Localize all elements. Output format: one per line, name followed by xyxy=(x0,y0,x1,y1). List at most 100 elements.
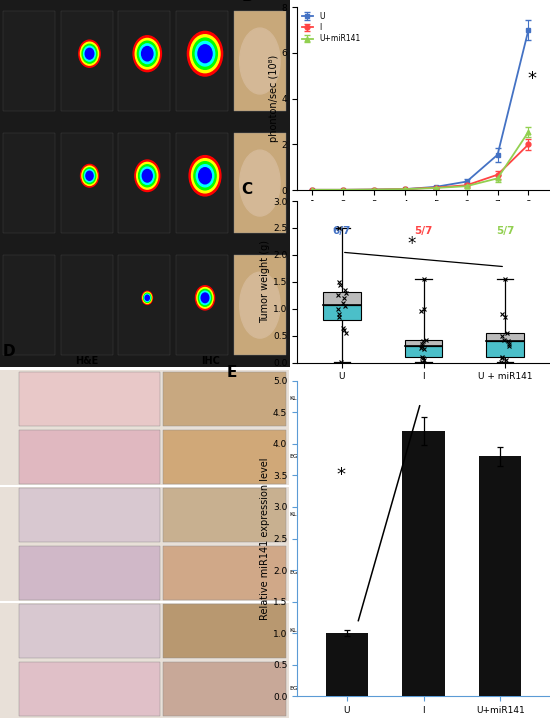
Text: EGFR: EGFR xyxy=(289,686,306,691)
Bar xyxy=(163,662,286,717)
Text: KLF8: KLF8 xyxy=(289,396,305,401)
Ellipse shape xyxy=(240,272,280,338)
Text: KLF8: KLF8 xyxy=(289,628,305,633)
Bar xyxy=(403,431,444,696)
Circle shape xyxy=(199,289,212,307)
Bar xyxy=(163,429,286,484)
Circle shape xyxy=(82,45,97,63)
Y-axis label: phonton/sec (10⁸): phonton/sec (10⁸) xyxy=(269,55,279,142)
Circle shape xyxy=(190,34,220,73)
Bar xyxy=(234,255,286,355)
Circle shape xyxy=(85,169,95,182)
Text: E: E xyxy=(226,365,236,380)
Circle shape xyxy=(145,294,150,302)
Text: H&E: H&E xyxy=(75,356,98,366)
Circle shape xyxy=(188,32,223,76)
Circle shape xyxy=(80,42,98,65)
Circle shape xyxy=(192,38,217,70)
Circle shape xyxy=(145,295,150,300)
Circle shape xyxy=(83,168,96,184)
Bar xyxy=(118,133,170,233)
Bar xyxy=(3,255,55,355)
Circle shape xyxy=(143,292,152,304)
Bar xyxy=(19,662,160,717)
Text: EGFR: EGFR xyxy=(289,570,306,575)
X-axis label: Weeks: Weeks xyxy=(408,215,439,225)
Bar xyxy=(479,457,521,696)
Bar xyxy=(486,333,524,341)
Circle shape xyxy=(199,168,211,184)
Bar xyxy=(3,133,55,233)
Circle shape xyxy=(139,164,156,187)
Text: B: B xyxy=(241,0,253,4)
Text: U: U xyxy=(306,425,312,430)
Circle shape xyxy=(140,44,155,64)
Bar xyxy=(60,255,113,355)
Circle shape xyxy=(198,45,212,62)
Circle shape xyxy=(135,160,160,192)
Bar xyxy=(19,371,160,426)
Circle shape xyxy=(191,159,218,193)
Bar xyxy=(234,11,286,111)
Circle shape xyxy=(195,286,215,310)
Bar xyxy=(60,133,113,233)
Circle shape xyxy=(86,171,93,180)
Circle shape xyxy=(138,41,157,66)
Circle shape xyxy=(142,292,152,304)
Bar xyxy=(323,304,361,320)
Circle shape xyxy=(194,162,216,190)
Bar xyxy=(19,546,160,600)
Circle shape xyxy=(197,287,213,308)
Text: *: * xyxy=(407,236,415,253)
Ellipse shape xyxy=(240,28,280,94)
Text: 5/7: 5/7 xyxy=(496,226,514,236)
Bar xyxy=(163,546,286,600)
Circle shape xyxy=(201,293,209,303)
Circle shape xyxy=(80,164,98,187)
Bar xyxy=(176,255,228,355)
Bar xyxy=(323,292,361,304)
Text: U + miR141: U + miR141 xyxy=(306,639,312,681)
Text: D: D xyxy=(3,345,15,359)
Text: *: * xyxy=(336,466,345,485)
Ellipse shape xyxy=(240,150,280,216)
Y-axis label: Tumor weight (g): Tumor weight (g) xyxy=(260,241,270,323)
Text: 5/7: 5/7 xyxy=(414,226,433,236)
Bar xyxy=(234,133,286,233)
Bar xyxy=(163,604,286,658)
Bar xyxy=(176,133,228,233)
Bar xyxy=(60,11,113,111)
Bar xyxy=(19,604,160,658)
Bar xyxy=(118,255,170,355)
Text: EGFR: EGFR xyxy=(289,454,306,460)
Bar xyxy=(118,11,170,111)
Bar xyxy=(176,11,228,111)
Text: I: I xyxy=(306,543,312,545)
Y-axis label: Relative miR141 expression level: Relative miR141 expression level xyxy=(260,457,270,620)
Bar xyxy=(405,347,442,357)
Circle shape xyxy=(85,48,94,59)
Bar xyxy=(326,633,368,696)
Circle shape xyxy=(84,46,95,61)
Circle shape xyxy=(135,39,160,69)
Circle shape xyxy=(82,166,97,185)
Bar xyxy=(19,488,160,542)
Bar xyxy=(486,341,524,357)
Circle shape xyxy=(189,156,221,196)
Circle shape xyxy=(140,167,154,185)
Legend: U, I, U+miR141: U, I, U+miR141 xyxy=(301,11,361,44)
Circle shape xyxy=(195,42,215,66)
Text: *: * xyxy=(527,70,536,88)
Bar xyxy=(163,488,286,542)
Bar xyxy=(405,340,442,346)
Text: C: C xyxy=(241,182,252,197)
Bar xyxy=(3,11,55,111)
Text: 6/7: 6/7 xyxy=(333,226,351,236)
Circle shape xyxy=(141,47,153,61)
Circle shape xyxy=(137,162,158,189)
Circle shape xyxy=(196,164,214,187)
Text: KLF8: KLF8 xyxy=(289,513,305,518)
Circle shape xyxy=(79,40,100,67)
Circle shape xyxy=(133,36,161,72)
Bar xyxy=(19,429,160,484)
